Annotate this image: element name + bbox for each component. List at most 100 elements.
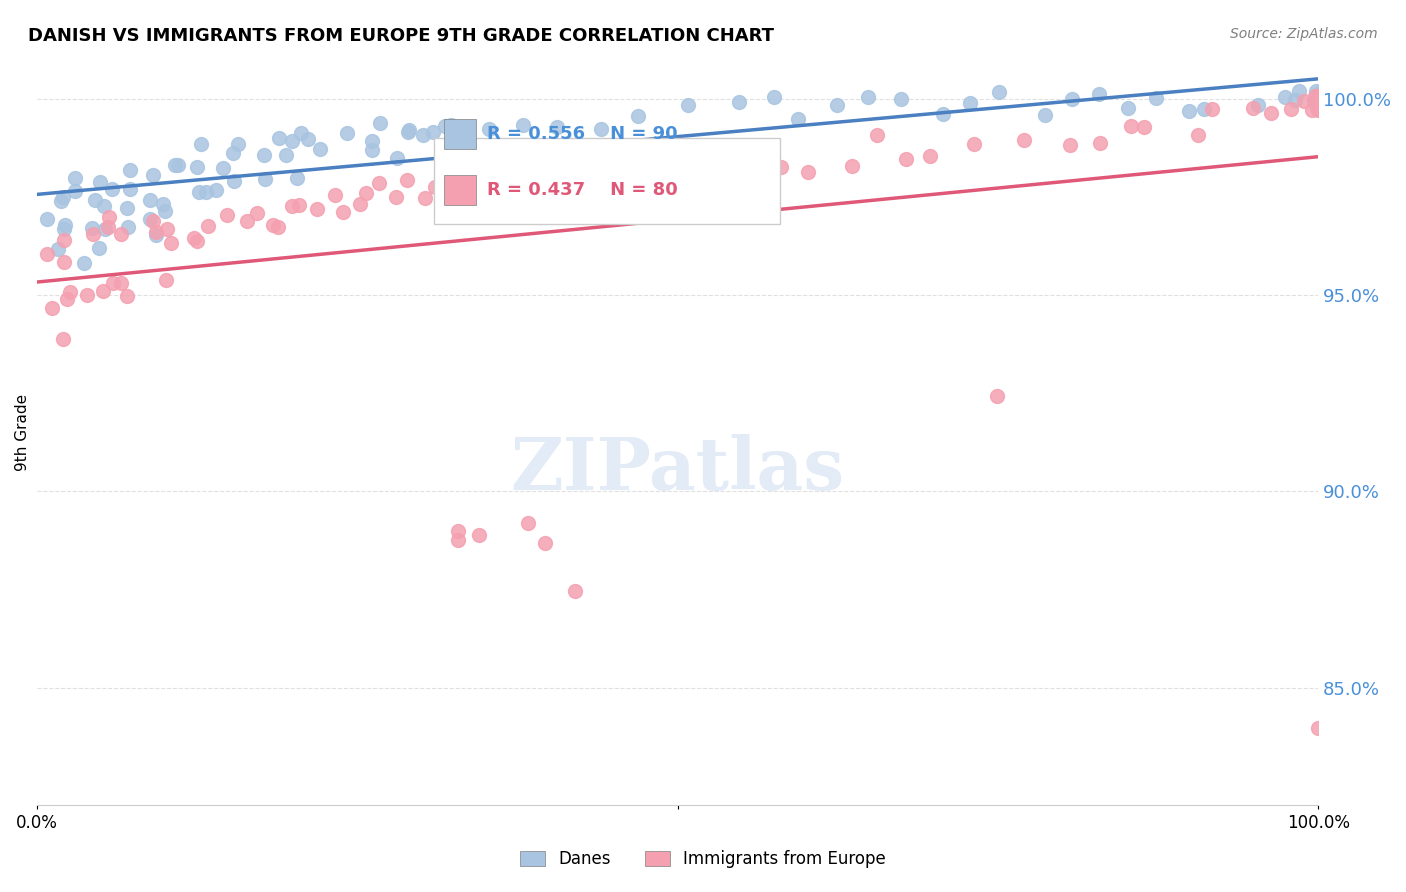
- Point: [59, 285, 82, 300]
- Point: [787, 112, 810, 126]
- FancyBboxPatch shape: [444, 175, 477, 205]
- Point: [1292, 94, 1315, 108]
- Point: [52, 332, 75, 346]
- Point: [360, 134, 382, 148]
- Point: [1178, 104, 1201, 119]
- Point: [356, 186, 378, 200]
- Point: [145, 227, 167, 242]
- Point: [117, 201, 139, 215]
- Point: [117, 219, 139, 234]
- Point: [433, 120, 456, 134]
- Point: [425, 179, 447, 194]
- Point: [115, 288, 138, 302]
- Point: [103, 276, 125, 290]
- Point: [1035, 107, 1057, 121]
- Point: [197, 219, 219, 234]
- Point: [97, 220, 120, 235]
- Point: [1308, 721, 1330, 735]
- Point: [1303, 88, 1326, 103]
- Point: [65, 184, 87, 198]
- Point: [1260, 105, 1282, 120]
- Point: [1133, 120, 1156, 134]
- Point: [187, 185, 209, 199]
- Point: [856, 90, 879, 104]
- Point: [1288, 84, 1310, 98]
- Point: [76, 288, 98, 302]
- Point: [93, 199, 115, 213]
- Point: [1301, 103, 1323, 118]
- Point: [142, 168, 165, 182]
- Point: [1060, 92, 1083, 106]
- Point: [262, 219, 284, 233]
- Point: [1306, 99, 1329, 113]
- Point: [281, 134, 304, 148]
- Point: [467, 528, 489, 542]
- Point: [447, 524, 470, 539]
- Point: [1303, 93, 1326, 107]
- Point: [920, 149, 942, 163]
- Point: [120, 163, 142, 178]
- Point: [546, 120, 568, 134]
- Point: [215, 208, 238, 222]
- Point: [841, 160, 863, 174]
- Point: [1090, 136, 1112, 151]
- Point: [439, 118, 461, 132]
- Point: [156, 222, 179, 236]
- Point: [190, 136, 212, 151]
- Point: [477, 121, 499, 136]
- Point: [267, 131, 290, 145]
- Point: [145, 225, 167, 239]
- Point: [1012, 133, 1035, 147]
- Point: [396, 125, 419, 139]
- Point: [447, 533, 470, 547]
- Point: [517, 516, 540, 531]
- Point: [1201, 103, 1223, 117]
- Point: [332, 205, 354, 219]
- Point: [91, 285, 114, 299]
- Point: [422, 125, 444, 139]
- Point: [664, 179, 686, 194]
- Point: [325, 187, 347, 202]
- Point: [986, 389, 1008, 403]
- Point: [246, 206, 269, 220]
- Point: [186, 160, 208, 174]
- Point: [165, 158, 187, 172]
- Point: [398, 123, 420, 137]
- Point: [236, 214, 259, 228]
- Text: ZIPatlas: ZIPatlas: [510, 434, 845, 505]
- Point: [1059, 138, 1081, 153]
- Text: R = 0.556    N = 90: R = 0.556 N = 90: [486, 125, 678, 144]
- Point: [1241, 102, 1264, 116]
- Point: [153, 203, 176, 218]
- Point: [561, 198, 583, 212]
- Point: [53, 218, 76, 232]
- Point: [336, 127, 359, 141]
- Point: [368, 176, 391, 190]
- Point: [93, 222, 115, 236]
- Point: [183, 231, 205, 245]
- Point: [413, 191, 436, 205]
- Point: [274, 147, 297, 161]
- Point: [368, 116, 391, 130]
- Point: [932, 107, 955, 121]
- Point: [205, 183, 228, 197]
- Point: [65, 170, 87, 185]
- Point: [1119, 119, 1142, 133]
- Point: [305, 202, 328, 216]
- Point: [53, 222, 76, 236]
- Point: [212, 161, 235, 176]
- Point: [1308, 102, 1330, 116]
- Legend: Danes, Immigrants from Europe: Danes, Immigrants from Europe: [513, 844, 893, 875]
- Point: [460, 176, 482, 190]
- Point: [160, 235, 183, 250]
- Point: [285, 170, 308, 185]
- Point: [1187, 128, 1209, 143]
- Point: [186, 234, 208, 248]
- Point: [564, 584, 586, 599]
- Point: [221, 145, 243, 160]
- Point: [412, 128, 434, 142]
- FancyBboxPatch shape: [434, 138, 780, 224]
- Point: [224, 174, 246, 188]
- Point: [1144, 91, 1167, 105]
- Point: [866, 128, 889, 143]
